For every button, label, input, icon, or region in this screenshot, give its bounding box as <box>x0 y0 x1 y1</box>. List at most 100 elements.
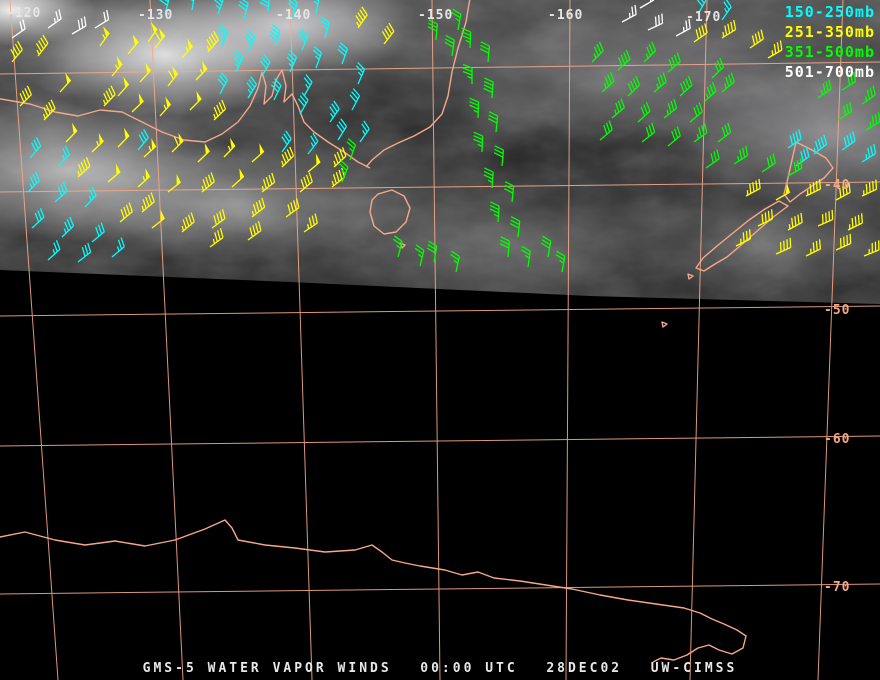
wind-barb <box>65 122 78 143</box>
wind-barb <box>201 172 215 193</box>
wind-barb <box>244 30 256 53</box>
wind-barb <box>35 34 49 57</box>
wind-barb <box>259 0 271 13</box>
wind-barb <box>483 77 494 99</box>
wind-barb <box>483 167 494 189</box>
wind-barb <box>450 250 460 273</box>
latitude-label: -50 <box>824 303 851 318</box>
wind-barb <box>57 145 70 167</box>
wind-barb <box>307 153 321 173</box>
wind-barb <box>775 183 791 201</box>
wind-barb <box>117 127 130 148</box>
wind-barb <box>211 209 226 229</box>
wind-barb <box>835 233 852 251</box>
meridian-line <box>9 0 59 680</box>
wind-barb <box>847 213 864 231</box>
coastline-path <box>369 189 411 235</box>
wind-barb <box>232 50 244 73</box>
wind-barb <box>805 179 822 197</box>
coastline-path <box>365 0 471 168</box>
wind-barb <box>333 147 347 168</box>
wind-barb <box>159 96 172 117</box>
wind-barb <box>54 182 68 203</box>
wind-barb <box>137 168 151 188</box>
wind-barb <box>281 130 292 153</box>
wind-barb <box>599 120 613 141</box>
wind-barb <box>287 0 299 19</box>
wind-barb <box>19 85 32 107</box>
wind-barb <box>77 157 91 178</box>
wind-barb <box>621 4 637 23</box>
wind-barb <box>555 250 566 273</box>
latitude-label: -70 <box>824 580 851 595</box>
longitude-label: -140 <box>276 8 312 23</box>
wind-barb <box>303 74 313 97</box>
coastline-path <box>783 141 834 203</box>
wind-barb <box>268 24 281 47</box>
wind-barb <box>231 168 245 188</box>
wind-barb <box>695 0 707 15</box>
wind-barb <box>307 132 319 155</box>
wind-barb <box>444 34 455 57</box>
wind-barb <box>359 120 370 143</box>
wind-barb <box>499 236 511 258</box>
parallel-line <box>0 583 880 595</box>
wind-barb <box>171 132 184 153</box>
wind-barb <box>206 30 219 53</box>
wind-barb <box>251 143 265 163</box>
legend-item: 251-350mb <box>784 23 875 41</box>
wind-barb <box>27 171 40 193</box>
wind-barb <box>861 143 877 163</box>
wind-barb <box>141 192 155 213</box>
wind-barb <box>795 147 810 167</box>
wind-barb <box>861 179 878 197</box>
wind-barb <box>281 146 295 168</box>
wind-barb <box>181 38 194 59</box>
wind-barb <box>393 235 403 258</box>
wind-barb <box>641 122 656 143</box>
wind-barb <box>355 6 368 29</box>
legend-item: 150-250mb <box>784 3 875 21</box>
coastline-path <box>687 273 694 280</box>
wind-barb <box>61 216 75 238</box>
wind-barb <box>817 79 832 99</box>
longitude-label: -170 <box>686 10 722 25</box>
wind-barb <box>246 76 258 99</box>
wind-barb <box>591 41 604 63</box>
longitude-label: -120 <box>6 6 42 21</box>
wind-barb <box>167 173 182 193</box>
wind-barb <box>601 72 615 93</box>
wind-barb <box>711 57 725 79</box>
wind-barb <box>91 133 104 153</box>
coastline-path <box>695 200 789 272</box>
parallel-line <box>0 305 880 317</box>
wind-barb <box>217 72 229 95</box>
wind-barb <box>841 131 856 151</box>
wind-barb <box>841 71 857 91</box>
wind-barb <box>653 72 667 93</box>
wind-barb <box>59 72 72 93</box>
wind-barb <box>479 41 491 63</box>
caption-source: UW-CIMSS <box>650 661 738 676</box>
meridian-line <box>149 0 184 680</box>
wind-barb <box>787 129 802 149</box>
wind-barb <box>29 137 42 159</box>
meridian-line <box>565 0 571 680</box>
wind-barb <box>749 29 764 49</box>
wind-barb <box>223 137 236 158</box>
wind-barb <box>469 97 480 119</box>
wind-barb <box>331 167 346 188</box>
longitude-label: -160 <box>548 8 584 23</box>
caption-title: GMS-5 WATER VAPOR WINDS <box>142 661 392 676</box>
wind-barb <box>185 0 196 11</box>
wind-barb <box>663 98 678 119</box>
wind-barb <box>151 209 166 229</box>
wind-barb <box>143 138 157 158</box>
wind-barb <box>270 78 282 101</box>
wind-barb <box>285 198 300 218</box>
wind-barb <box>639 0 655 9</box>
wind-barb <box>137 128 149 151</box>
parallel-line <box>0 181 880 193</box>
